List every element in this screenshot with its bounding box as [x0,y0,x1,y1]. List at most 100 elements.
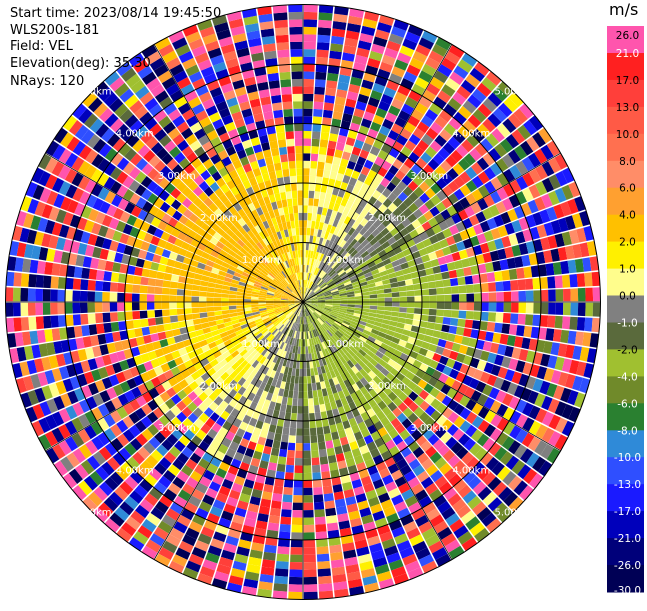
velocity-bin [509,324,518,335]
velocity-bin [282,502,292,510]
velocity-bin [87,303,95,313]
velocity-bin [134,328,143,337]
velocity-bin [555,316,563,329]
velocity-bin [427,322,436,329]
velocity-bin [456,268,465,277]
velocity-bin [303,205,308,213]
velocity-bin [103,271,112,281]
velocity-bin [303,406,308,414]
velocity-bin [327,73,339,82]
velocity-bin [271,500,282,509]
velocity-bin [274,576,288,584]
velocity-bin [199,302,207,307]
velocity-bin [221,302,229,306]
velocity-bin [112,262,121,272]
velocity-bin [326,515,337,524]
velocity-bin [304,532,315,540]
velocity-bin [304,5,318,13]
velocity-bin [308,206,313,214]
velocity-bin [244,296,252,299]
velocity-bin [13,303,21,317]
velocity-bin [303,399,308,407]
velocity-bin [200,312,208,318]
velocity-bin [276,170,283,179]
velocity-bin [289,27,302,35]
velocity-bin [117,303,125,312]
velocity-bin [473,284,481,293]
velocity-bin [21,273,29,287]
velocity-bin [295,451,302,459]
velocity-bin [28,288,36,301]
velocity-bin [304,94,314,102]
velocity-bin [501,324,510,335]
velocity-bin [292,79,303,87]
velocity-bin [452,294,460,301]
velocity-bin [348,299,356,302]
colorbar-tick-label: 17.0 [616,75,639,87]
velocity-bin [280,442,288,450]
velocity-bin [291,413,297,421]
velocity-bin [103,313,111,323]
velocity-bin [58,315,66,327]
velocity-bin [89,324,98,335]
velocity-bin [313,199,319,207]
velocity-bin [303,339,305,347]
velocity-bin [290,376,295,384]
velocity-bin [318,442,326,450]
velocity-bin [65,278,73,290]
velocity-bin [80,314,88,325]
velocity-bin [318,27,331,35]
velocity-bin [474,293,482,302]
velocity-bin [264,545,277,554]
velocity-bin [385,298,393,302]
velocity-bin [556,289,564,301]
velocity-bin [80,291,88,302]
velocity-bin [313,109,323,117]
velocity-bin [269,171,277,180]
velocity-bin [485,262,494,272]
velocity-bin [299,213,303,221]
velocity-bin [328,455,337,464]
velocity-bin [585,303,593,317]
velocity-bin [313,480,322,488]
velocity-bin [184,308,192,314]
velocity-bin [518,314,526,325]
velocity-bin [72,291,80,302]
colorbar-tick-label: 0.0 [619,291,636,303]
velocity-bin [288,443,295,451]
velocity-bin [191,302,199,307]
range-label: 3.00km [410,423,448,434]
velocity-bin [185,314,193,320]
velocity-bin [277,132,286,140]
velocity-bin [221,298,229,302]
velocity-bin [317,42,330,50]
velocity-bin [320,404,326,412]
velocity-bin [184,302,192,308]
velocity-bin [532,278,540,290]
velocity-bin [280,79,291,87]
velocity-bin [80,303,88,314]
velocity-bin [132,294,140,302]
velocity-bin [511,303,519,313]
velocity-bin [294,480,303,488]
velocity-bin [303,235,306,243]
velocity-bin [133,276,141,285]
velocity-bin [280,404,286,412]
velocity-bin [293,391,298,399]
velocity-bin [293,206,298,214]
velocity-bin [286,457,294,465]
velocity-bin [540,315,548,327]
velocity-bin [441,325,450,333]
velocity-bin [280,154,288,162]
colorbar-tick-label: 4.0 [619,210,636,222]
velocity-bin [487,272,496,282]
velocity-bin [392,292,400,297]
velocity-bin [369,291,377,295]
velocity-bin [295,376,299,384]
velocity-bin [315,79,326,87]
velocity-bin [429,309,437,316]
velocity-bin [298,406,303,414]
velocity-bin [184,290,192,296]
velocity-bin [306,361,310,369]
velocity-bin [229,294,237,298]
